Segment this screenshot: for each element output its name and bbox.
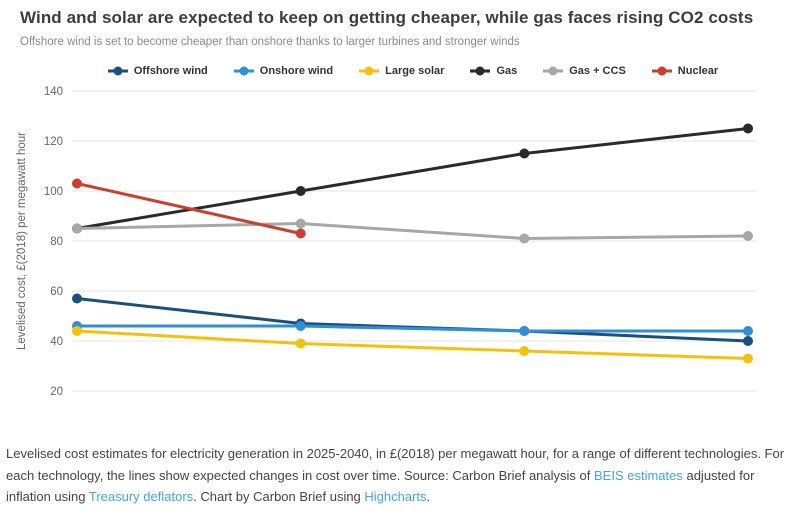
y-tick-label-80: 80 (50, 236, 63, 248)
legend-label-large-solar: Large solar (385, 65, 445, 77)
series-line-gas-ccs (75, 222, 750, 240)
data-point-gas-ccs (72, 223, 82, 234)
series-line-offshore-wind (75, 297, 750, 343)
series-line-nuclear (75, 182, 303, 235)
legend-item-large-solar[interactable]: Large solar (359, 65, 444, 77)
y-tick-label-60: 60 (50, 286, 63, 298)
chart-legend: Offshore wind Onshore wind Large solar Gas G… (0, 60, 800, 82)
y-tick-label-120: 120 (44, 136, 63, 148)
legend-marker-offshore-wind-icon (107, 66, 128, 76)
data-point-nuclear (72, 178, 82, 189)
legend-item-gas-ccs[interactable]: Gas + CCS (543, 65, 626, 77)
legend-item-onshore-wind[interactable]: Onshore wind (233, 65, 334, 77)
legend-label-gas: Gas (496, 65, 518, 77)
y-tick-label-100: 100 (44, 186, 63, 198)
chart-subtitle: Offshore wind is set to become cheaper t… (20, 36, 520, 48)
y-axis-title: Levelised cost, £(2018) per megawatt hou… (16, 132, 28, 350)
data-point-gas-ccs (519, 233, 530, 244)
legend-label-onshore-wind: Onshore wind (259, 65, 334, 77)
data-point-offshore-wind (72, 293, 82, 304)
footer-text: . Chart by Carbon Brief using (193, 489, 365, 504)
legend-marker-large-solar-icon (359, 66, 380, 76)
data-point-gas-ccs (295, 218, 306, 229)
chart-caption: Levelised cost estimates for electricity… (6, 443, 795, 508)
data-point-gas (519, 148, 530, 159)
footer-link-highcharts[interactable]: Highcharts (364, 489, 427, 504)
data-point-nuclear (295, 228, 306, 239)
series-line-large-solar (75, 329, 750, 360)
data-point-onshore-wind (295, 321, 306, 331)
data-point-large-solar (295, 338, 306, 349)
legend-marker-gas-icon (470, 66, 491, 76)
chart-title: Wind and solar are expected to keep on g… (20, 8, 754, 27)
footer-link-treasury-deflators[interactable]: Treasury deflators (88, 489, 194, 504)
legend-label-nuclear: Nuclear (677, 65, 719, 77)
series-line-onshore-wind (75, 324, 750, 333)
data-point-offshore-wind (743, 336, 753, 346)
footer-text: adjusted for inflation using (6, 467, 755, 505)
y-tick-label-20: 20 (50, 386, 63, 398)
data-point-gas (295, 186, 306, 196)
data-point-gas-ccs (743, 231, 753, 241)
legend-label-gas-ccs: Gas + CCS (569, 65, 626, 77)
y-tick-label-140: 140 (44, 86, 63, 98)
data-point-large-solar (743, 353, 753, 364)
footer-text: Levelised cost estimates for electricity… (6, 446, 785, 483)
legend-marker-nuclear-icon (651, 66, 672, 76)
footer-link-beis-estimates[interactable]: BEIS estimates (593, 467, 683, 483)
data-point-large-solar (72, 326, 82, 336)
legend-item-nuclear[interactable]: Nuclear (651, 65, 719, 77)
legend-item-offshore-wind[interactable]: Offshore wind (107, 65, 208, 77)
data-point-large-solar (519, 346, 530, 356)
data-point-onshore-wind (519, 326, 530, 336)
legend-marker-gas-ccs-icon (543, 66, 564, 76)
footer-text: . (426, 489, 431, 504)
data-point-gas (743, 123, 753, 134)
legend-marker-onshore-wind-icon (233, 66, 254, 76)
y-tick-label-40: 40 (50, 336, 63, 348)
legend-label-offshore-wind: Offshore wind (133, 65, 208, 77)
series-line-gas (75, 127, 750, 230)
data-point-onshore-wind (743, 326, 753, 336)
legend-item-gas[interactable]: Gas (470, 65, 517, 77)
